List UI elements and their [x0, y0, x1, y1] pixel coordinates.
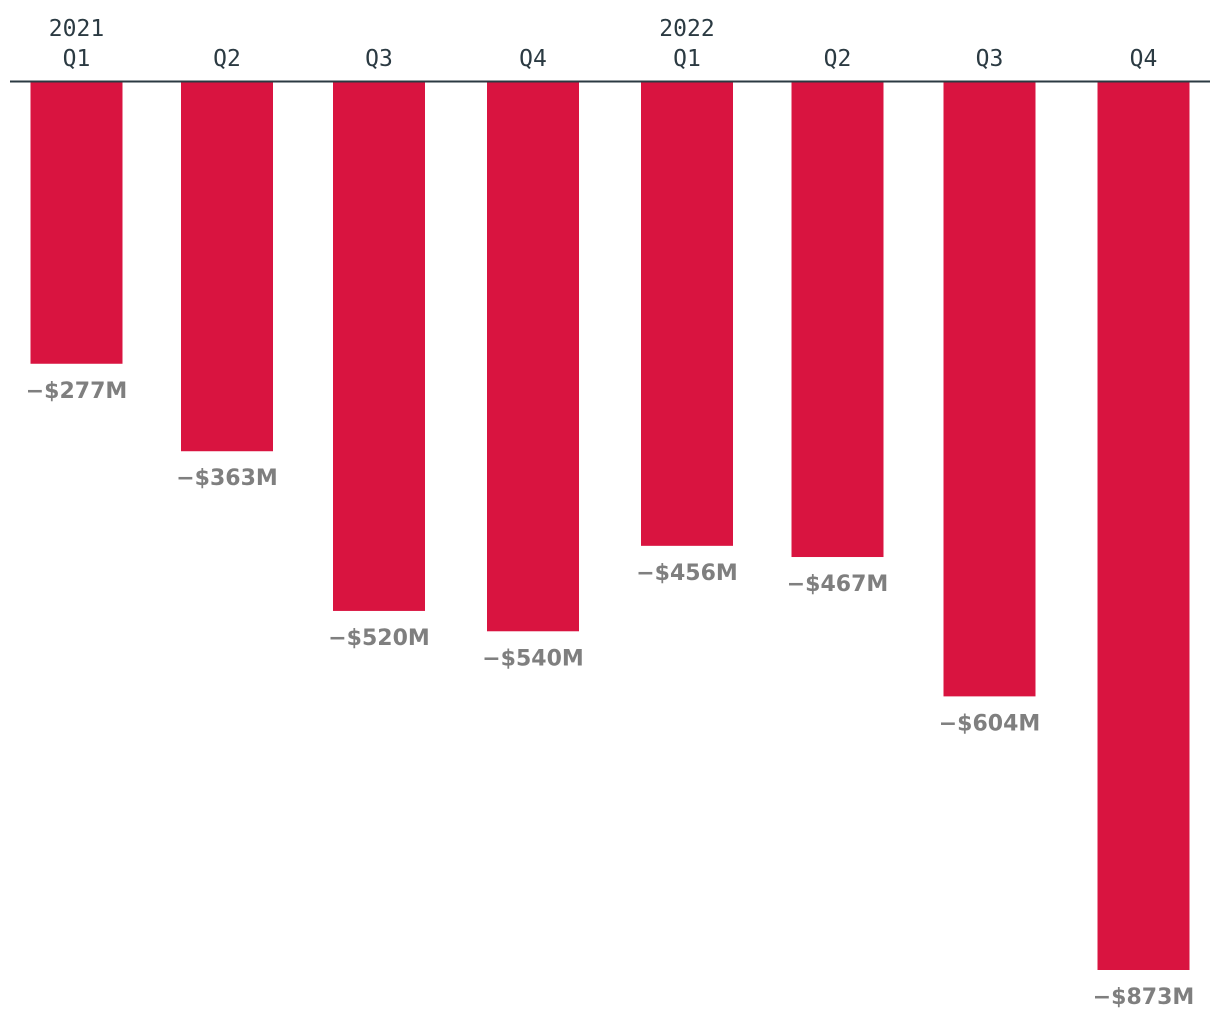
tick-label-1: Q1 [63, 46, 91, 72]
value-label-6: −$467M [787, 572, 889, 597]
bar-8 [1097, 82, 1190, 970]
bars-group [30, 82, 1190, 970]
year-label-2022: 2022 [659, 16, 714, 42]
value-label-7: −$604M [939, 711, 1041, 736]
bar-4 [487, 82, 579, 632]
tick-label-7: Q3 [976, 46, 1004, 72]
value-label-5: −$456M [636, 561, 738, 586]
value-label-3: −$520M [328, 626, 430, 651]
value-label-2: −$363M [176, 466, 278, 491]
bar-6 [791, 82, 884, 558]
tick-label-3: Q3 [365, 46, 393, 72]
tick-label-6: Q2 [824, 46, 852, 72]
value-label-8: −$873M [1093, 985, 1195, 1010]
tick-label-2: Q2 [213, 46, 241, 72]
value-label-1: −$277M [26, 379, 128, 404]
bar-2 [181, 82, 273, 452]
tick-label-4: Q4 [519, 46, 547, 72]
value-labels: −$277M −$363M −$520M −$540M −$456M −$467M −$60… [26, 379, 1195, 1010]
bar-5 [641, 82, 733, 546]
bar-3 [333, 82, 425, 611]
tick-label-8: Q4 [1130, 46, 1158, 72]
x-axis-ticks: 2021 2022 Q1 Q2 Q3 Q4 Q1 Q2 Q3 Q4 [49, 16, 1158, 72]
bar-7 [943, 82, 1036, 697]
year-label-2021: 2021 [49, 16, 104, 42]
value-label-4: −$540M [482, 646, 584, 671]
bar-1 [30, 82, 123, 364]
tick-label-5: Q1 [673, 46, 701, 72]
